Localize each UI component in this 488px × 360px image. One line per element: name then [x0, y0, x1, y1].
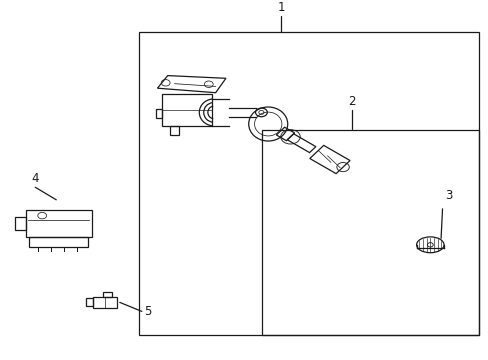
Bar: [15, 217, 25, 230]
Text: 2: 2: [347, 95, 355, 108]
Bar: [25, 210, 92, 237]
Bar: [162, 94, 211, 126]
Bar: [156, 109, 162, 118]
Bar: [261, 130, 478, 335]
Bar: [103, 292, 112, 297]
Bar: [85, 298, 93, 306]
Text: 3: 3: [444, 189, 451, 202]
Bar: [29, 237, 88, 247]
Bar: [169, 126, 179, 135]
Text: 5: 5: [144, 305, 151, 318]
Text: 1: 1: [277, 1, 285, 14]
Bar: [93, 297, 117, 308]
Bar: [139, 32, 478, 335]
Text: 4: 4: [31, 172, 39, 185]
